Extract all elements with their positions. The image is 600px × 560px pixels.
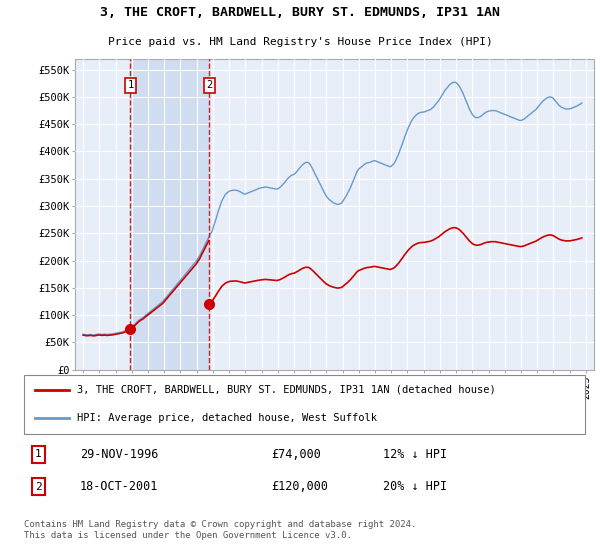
FancyBboxPatch shape xyxy=(24,375,585,434)
Text: 29-NOV-1996: 29-NOV-1996 xyxy=(80,448,158,461)
Text: Contains HM Land Registry data © Crown copyright and database right 2024.
This d: Contains HM Land Registry data © Crown c… xyxy=(24,520,416,540)
Text: 2: 2 xyxy=(206,80,212,90)
Text: 2: 2 xyxy=(35,482,41,492)
Bar xyxy=(130,59,209,370)
Text: 1: 1 xyxy=(127,80,134,90)
Text: 3, THE CROFT, BARDWELL, BURY ST. EDMUNDS, IP31 1AN (detached house): 3, THE CROFT, BARDWELL, BURY ST. EDMUNDS… xyxy=(77,385,496,395)
Text: 3, THE CROFT, BARDWELL, BURY ST. EDMUNDS, IP31 1AN: 3, THE CROFT, BARDWELL, BURY ST. EDMUNDS… xyxy=(100,6,500,20)
Text: 18-OCT-2001: 18-OCT-2001 xyxy=(80,480,158,493)
Text: £74,000: £74,000 xyxy=(271,448,321,461)
Text: 1: 1 xyxy=(35,450,41,459)
Text: 12% ↓ HPI: 12% ↓ HPI xyxy=(383,448,447,461)
Text: Price paid vs. HM Land Registry's House Price Index (HPI): Price paid vs. HM Land Registry's House … xyxy=(107,38,493,48)
Text: 20% ↓ HPI: 20% ↓ HPI xyxy=(383,480,447,493)
Text: £120,000: £120,000 xyxy=(271,480,328,493)
Text: HPI: Average price, detached house, West Suffolk: HPI: Average price, detached house, West… xyxy=(77,413,377,423)
